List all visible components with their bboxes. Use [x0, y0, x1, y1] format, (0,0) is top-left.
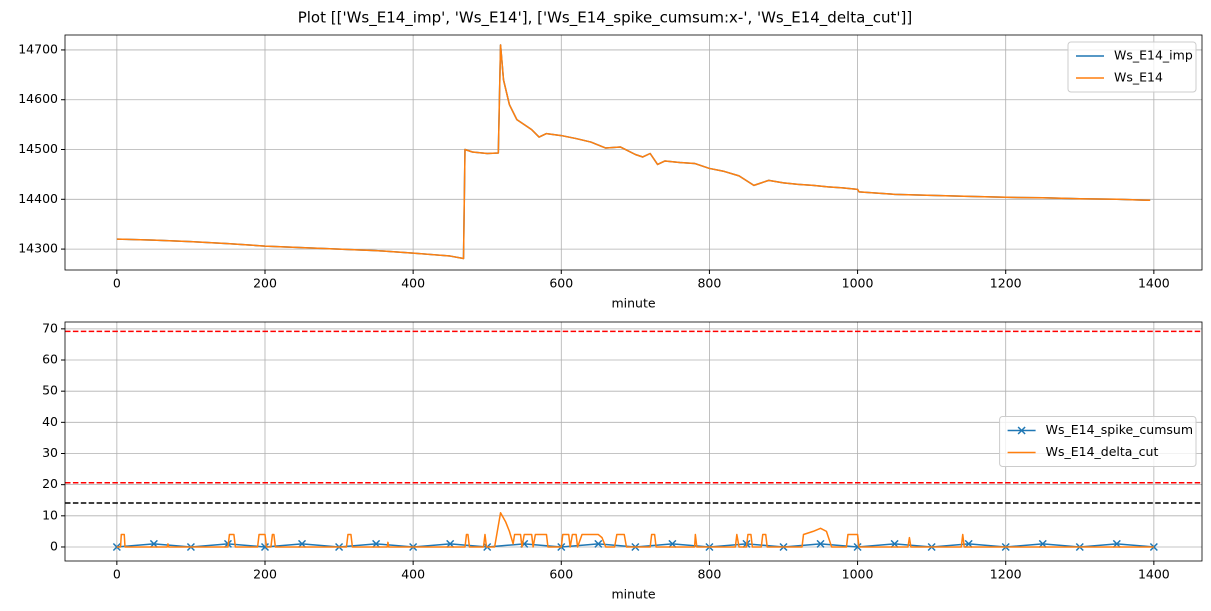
- data-marker: [372, 539, 381, 548]
- axes: 0 200 400 600 800 1000 1200 1400 14300 14400 14500…: [18, 34, 1203, 311]
- data-marker: [964, 539, 973, 548]
- legend-box: [999, 416, 1197, 467]
- legend-label: Ws_E14_imp: [1114, 48, 1193, 63]
- data-marker: [594, 539, 603, 548]
- data-marker: [260, 542, 270, 552]
- y-tick-label: 60: [42, 352, 58, 367]
- legend: Ws_E14_imp Ws_E14: [1067, 41, 1197, 93]
- data-marker: [890, 539, 899, 548]
- x-tick-label: 1000: [842, 276, 874, 291]
- data-line: [116, 44, 1151, 260]
- x-tick-label: 1400: [1138, 276, 1170, 291]
- plot-area: [116, 44, 1151, 260]
- x-tick-label: 200: [253, 567, 277, 582]
- axes-frame: [64, 321, 1203, 562]
- y-tick-label: 14500: [18, 141, 58, 156]
- legend-box: [1067, 41, 1197, 93]
- data-marker: [1038, 539, 1047, 548]
- data-marker: [297, 539, 307, 548]
- x-tick-label: 1400: [1138, 567, 1170, 582]
- data-marker: [816, 539, 825, 548]
- plot-area: [65, 330, 1202, 552]
- axes: 0 200 400 600 800 1000 1200 1400 0 10 20 30 40 50 60 70…: [42, 320, 1203, 602]
- x-tick-label: 600: [549, 567, 573, 582]
- y-tick-label: 0: [50, 538, 58, 553]
- y-tick-label: 50: [42, 383, 58, 398]
- x-tick-label: 400: [401, 276, 425, 291]
- data-marker: [149, 539, 158, 548]
- data-marker: [668, 539, 677, 548]
- y-tick-label: 10: [42, 507, 58, 522]
- x-tick-label: 1200: [990, 276, 1022, 291]
- y-tick-label: 14700: [18, 41, 58, 56]
- x-tick-label: 1200: [990, 567, 1022, 582]
- y-tick-label: 14400: [18, 191, 58, 206]
- y-tick-label: 20: [42, 476, 58, 491]
- y-tick-label: 70: [42, 320, 58, 335]
- x-tick-label: 0: [113, 567, 121, 582]
- x-tick-label: 600: [549, 276, 573, 291]
- x-tick-label: 0: [113, 276, 121, 291]
- x-axis-label: minute: [611, 296, 655, 311]
- x-axis-label: minute: [611, 587, 655, 602]
- data-line: [116, 511, 1154, 548]
- figure-title: Plot [['Ws_E14_imp', 'Ws_E14'], ['Ws_E14…: [298, 9, 913, 28]
- x-tick-label: 200: [253, 276, 277, 291]
- data-marker: [1112, 539, 1121, 548]
- x-tick-label: 800: [697, 276, 721, 291]
- data-marker: [446, 539, 455, 548]
- legend-marker: [1017, 426, 1026, 435]
- legend-label: Ws_E14_spike_cumsum: [1046, 422, 1193, 437]
- legend-label: Ws_E14: [1114, 70, 1163, 85]
- x-tick-label: 400: [401, 567, 425, 582]
- data-marker: [112, 542, 121, 552]
- y-tick-label: 14600: [18, 91, 58, 106]
- data-line: [116, 44, 1151, 260]
- legend-label: Ws_E14_delta_cut: [1046, 444, 1159, 459]
- axes-frame: [64, 34, 1203, 271]
- x-tick-label: 800: [697, 567, 721, 582]
- data-marker: [853, 542, 862, 552]
- y-tick-label: 14300: [18, 241, 58, 256]
- x-tick-label: 1000: [842, 567, 874, 582]
- y-tick-label: 40: [42, 414, 58, 429]
- y-tick-label: 30: [42, 445, 58, 460]
- legend: Ws_E14_spike_cumsum Ws_E14_delta_cut: [999, 416, 1197, 467]
